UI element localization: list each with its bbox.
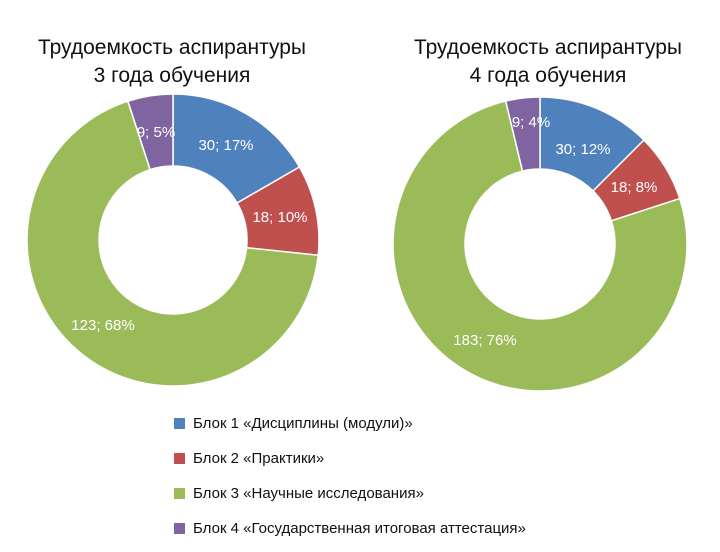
legend-swatch (174, 452, 185, 464)
legend-swatch (174, 417, 185, 429)
legend-label: Блок 4 «Государственная итоговая аттеста… (193, 519, 526, 537)
donut1-data-label-block4: 9; 5% (137, 124, 175, 141)
donut1-data-label-block2: 18; 10% (252, 209, 307, 226)
chart-title-line2: 4 года обучения (469, 64, 627, 87)
legend-item-block3: Блок 3 «Научные исследования» (174, 482, 714, 504)
chart-title-line1: Трудоемкость аспирантуры (37, 36, 307, 59)
legend-item-block2: Блок 2 «Практики» (174, 447, 714, 469)
chart-title-3-years: Трудоемкость аспирантуры 3 года обучения (2, 34, 342, 90)
chart-title-4-years: Трудоемкость аспирантуры 4 года обучения (378, 34, 718, 90)
donut1-data-label-block1: 30; 17% (198, 137, 253, 154)
legend-label: Блок 1 «Дисциплины (модули)» (193, 414, 413, 432)
donut2-slice-block4 (504, 96, 541, 172)
donut2-data-label-block1: 30; 12% (555, 141, 610, 158)
legend-swatch (174, 487, 185, 499)
legend-label: Блок 3 «Научные исследования» (193, 484, 424, 502)
donut1-slice-block4 (126, 93, 174, 171)
legend-item-block1: Блок 1 «Дисциплины (модули)» (174, 412, 714, 434)
donut2-data-label-block3: 183; 76% (453, 332, 516, 349)
donut2-slice-block3 (392, 100, 688, 392)
legend: Блок 1 «Дисциплины (модули)» Блок 2 «Пра… (174, 412, 714, 552)
donut1-slice-block1 (172, 93, 301, 205)
donut-charts: 30; 17% 18; 10% 123; 68% 9; 5% 30; 12% 18; 8%… (26, 93, 688, 392)
legend-label: Блок 2 «Практики» (193, 449, 325, 467)
donut1-data-label-block3: 123; 68% (71, 317, 134, 334)
donut2-data-label-block2: 18; 8% (611, 179, 658, 196)
donut2-data-label-block4: 9; 4% (512, 114, 550, 131)
chart-title-line2: 3 года обучения (93, 64, 251, 87)
legend-item-block4: Блок 4 «Государственная итоговая аттеста… (174, 517, 714, 539)
donut1-slice-block3 (26, 100, 320, 387)
legend-swatch (174, 522, 185, 534)
chart-title-line1: Трудоемкость аспирантуры (413, 36, 683, 59)
